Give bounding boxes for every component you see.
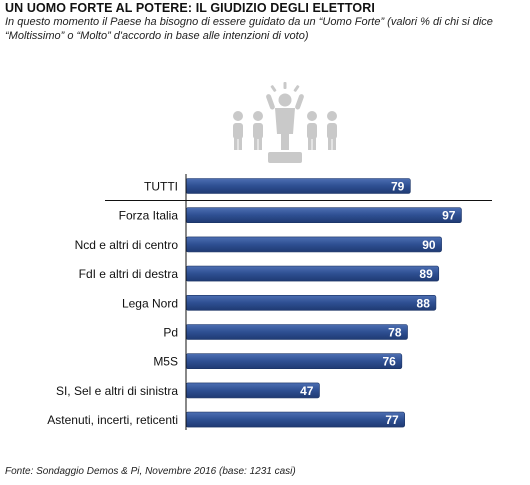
chart-subtitle: In questo momento il Paese ha bisogno di…: [5, 16, 493, 42]
category-label: Ncd e altri di centro: [75, 238, 179, 252]
category-label: Forza Italia: [119, 209, 179, 223]
category-label: FdI e altri di destra: [79, 267, 179, 281]
category-label: Pd: [163, 326, 178, 340]
value-label: 76: [382, 355, 396, 369]
value-label: 47: [300, 384, 314, 398]
value-label: 88: [417, 296, 431, 310]
bar: [185, 207, 462, 223]
value-label: 79: [391, 180, 405, 194]
value-label: 77: [385, 413, 399, 427]
value-label: 97: [442, 209, 456, 223]
bar: [185, 178, 411, 194]
value-label: 90: [422, 238, 436, 252]
bar: [185, 353, 403, 370]
bar: [185, 265, 440, 282]
bar: [185, 236, 442, 253]
value-label: 89: [419, 267, 433, 281]
category-label: Astenuti, incerti, reticenti: [47, 413, 178, 427]
bar: [185, 411, 405, 428]
bar: [185, 294, 437, 311]
category-label: TUTTI: [144, 180, 178, 194]
category-label: SI, Sel e altri di sinistra: [56, 384, 178, 398]
category-label: M5S: [153, 355, 178, 369]
source-note: Fonte: Sondaggio Demos & Pi, Novembre 20…: [5, 466, 296, 477]
value-label: 78: [388, 326, 402, 340]
bar: [185, 324, 408, 340]
chart-title: UN UOMO FORTE AL POTERE: IL GIUDIZIO DEG…: [5, 1, 375, 15]
category-label: Lega Nord: [122, 296, 178, 310]
strong-leader-crowd-icon: [233, 82, 337, 163]
